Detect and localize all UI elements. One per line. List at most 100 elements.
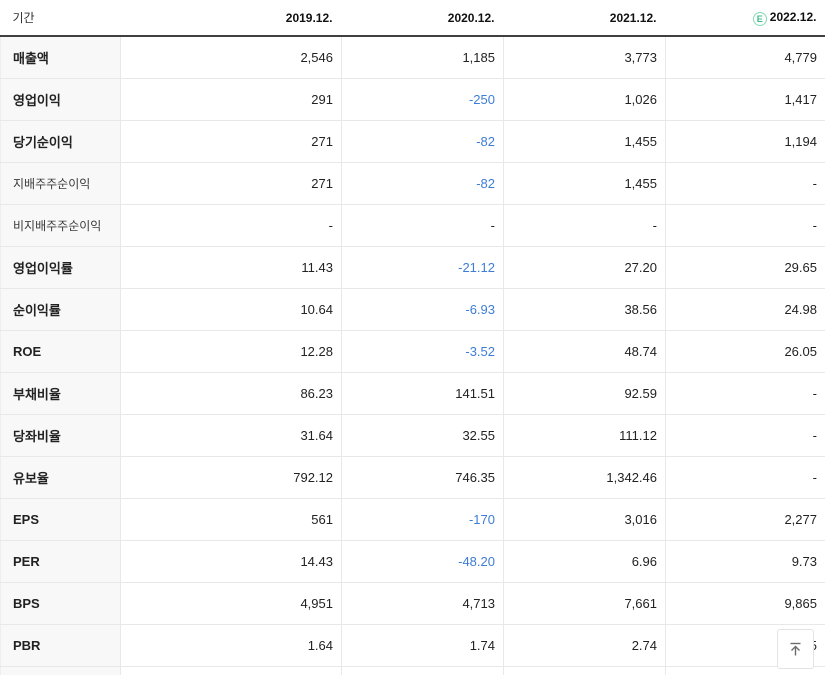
cell-value: -	[341, 204, 504, 247]
column-header-2022-estimate: E 2022.12.	[665, 0, 825, 37]
cell-value: 271	[120, 162, 342, 205]
table-row: 유보율 792.12 746.35 1,342.46-	[0, 456, 825, 499]
cell-value: 1,455	[503, 120, 666, 163]
cell-value: 792.12	[120, 456, 342, 499]
cell-value: -82	[341, 162, 504, 205]
row-label: 매출액	[0, 36, 121, 79]
arrow-up-to-line-icon	[787, 641, 804, 658]
cell-value: 1.64	[120, 624, 342, 667]
cell-value: -3.52	[341, 330, 504, 373]
cell-value: 155	[503, 666, 666, 675]
cell-value: 561	[120, 498, 342, 541]
cell-value: -48.20	[341, 540, 504, 583]
cell-value: 4,951	[120, 582, 342, 625]
column-header-2021: 2021.12.	[503, 0, 666, 37]
cell-value: -21.12	[341, 246, 504, 289]
scroll-to-top-button[interactable]	[777, 629, 814, 669]
cell-value: 271	[120, 120, 342, 163]
cell-value: 29.65	[665, 246, 825, 289]
cell-value: -	[120, 204, 342, 247]
cell-value: -6.93	[341, 288, 504, 331]
table-row: 당기순이익 271 -82 1,455 1,194	[0, 120, 825, 163]
column-header-label: 2020.12.	[447, 10, 495, 25]
table-row: 주당배당금70-1550	[0, 666, 825, 675]
row-label: 유보율	[0, 456, 121, 499]
header-row: 기간 2019.12. 2020.12. 2021.12. E 2022.12.	[0, 0, 825, 37]
cell-value: 86.23	[120, 372, 342, 415]
column-header-label: 2019.12.	[285, 10, 333, 25]
row-label: 지배주주순이익	[0, 162, 121, 205]
row-label: PBR	[0, 624, 121, 667]
column-header-label: 2021.12.	[609, 10, 657, 25]
cell-value: 10.64	[120, 288, 342, 331]
row-label: 영업이익	[0, 78, 121, 121]
cell-value: 11.43	[120, 246, 342, 289]
cell-value: 1.74	[341, 624, 504, 667]
cell-value: 291	[120, 78, 342, 121]
row-label: BPS	[0, 582, 121, 625]
cell-value: 141.51	[341, 372, 504, 415]
cell-value: 4,779	[665, 36, 825, 79]
row-label: 순이익률	[0, 288, 121, 331]
cell-value: -82	[341, 120, 504, 163]
column-header-2020: 2020.12.	[341, 0, 504, 37]
row-label: ROE	[0, 330, 121, 373]
cell-value: -	[665, 372, 825, 415]
row-label: 부채비율	[0, 372, 121, 415]
cell-value: 1,194	[665, 120, 825, 163]
row-label: PER	[0, 540, 121, 583]
table-row: 부채비율 86.23 141.51 92.59-	[0, 372, 825, 415]
cell-value: 746.35	[341, 456, 504, 499]
cell-value: 1,026	[503, 78, 666, 121]
column-header-label: 2022.12.	[769, 9, 817, 24]
row-label: 주당배당금	[0, 666, 121, 675]
table-row: 지배주주순이익 271 -82 1,455-	[0, 162, 825, 205]
cell-value: 38.56	[503, 288, 666, 331]
cell-value: 1,417	[665, 78, 825, 121]
row-label: 당좌비율	[0, 414, 121, 457]
period-header: 기간	[0, 0, 121, 37]
cell-value: 14.43	[120, 540, 342, 583]
row-label: 비지배주주순이익	[0, 204, 121, 247]
cell-value: -	[665, 162, 825, 205]
cell-value: -250	[341, 78, 504, 121]
table-row: BPS 4,951 4,713 7,661 9,865	[0, 582, 825, 625]
cell-value: 70	[120, 666, 342, 675]
table-row: 비지배주주순이익 - - - -	[0, 204, 825, 247]
cell-value: 2,546	[120, 36, 342, 79]
table-row: 영업이익률 11.43 -21.12 27.20 29.65	[0, 246, 825, 289]
cell-value: 111.12	[503, 414, 666, 457]
cell-value: 32.55	[341, 414, 504, 457]
cell-value: 27.20	[503, 246, 666, 289]
cell-value: 92.59	[503, 372, 666, 415]
cell-value: 24.98	[665, 288, 825, 331]
cell-value: -	[665, 204, 825, 247]
cell-value: 26.05	[665, 330, 825, 373]
cell-value: 2.74	[503, 624, 666, 667]
table-row: EPS 561 -170 3,016 2,277	[0, 498, 825, 541]
cell-value: 48.74	[503, 330, 666, 373]
cell-value: 1,342.46	[503, 456, 666, 499]
cell-value: 1,455	[503, 162, 666, 205]
cell-value: 4,713	[341, 582, 504, 625]
cell-value: 1,185	[341, 36, 504, 79]
cell-value: 31.64	[120, 414, 342, 457]
table-row: ROE 12.28 -3.52 48.74 26.05	[0, 330, 825, 373]
table-row: 순이익률 10.64 -6.93 38.56 24.98	[0, 288, 825, 331]
cell-value: -	[665, 456, 825, 499]
table-row: 매출액 2,546 1,185 3,773 4,779	[0, 36, 825, 79]
cell-value: 3,016	[503, 498, 666, 541]
cell-value: 2,277	[665, 498, 825, 541]
cell-value: 9,865	[665, 582, 825, 625]
cell-value: 12.28	[120, 330, 342, 373]
cell-value: 6.96	[503, 540, 666, 583]
cell-value: 9.73	[665, 540, 825, 583]
table-row: 당좌비율 31.64 32.55 111.12-	[0, 414, 825, 457]
cell-value: -	[341, 666, 504, 675]
row-label: 당기순이익	[0, 120, 121, 163]
cell-value: -	[665, 414, 825, 457]
row-label: EPS	[0, 498, 121, 541]
